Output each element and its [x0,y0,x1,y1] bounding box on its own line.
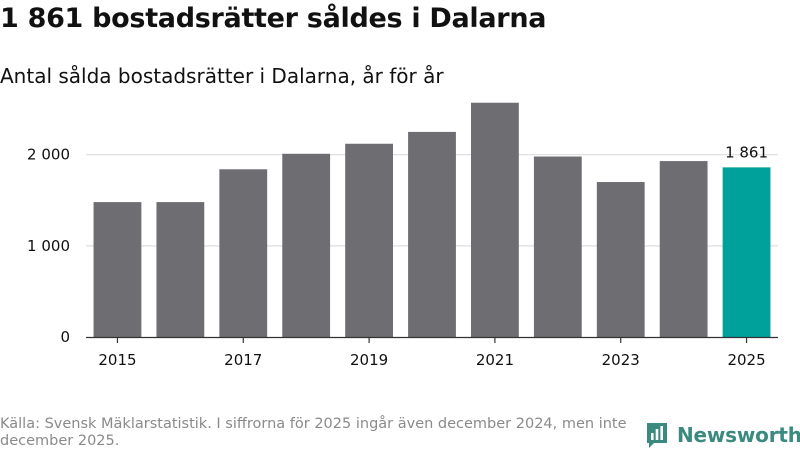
y-tick-label: 0 [60,328,70,346]
bar [722,167,771,337]
bar [471,102,519,337]
bar [408,131,456,337]
x-tick-label: 2025 [727,351,765,369]
bar [93,202,142,337]
bar-chart: 0 1 000 2 000 2015 2017 2019 2021 2023 2025 1 86… [27,102,778,369]
chart-title: 1 861 bostadsrätter såldes i Dalarna [0,3,547,34]
bar [659,161,708,337]
x-tick-label: 2023 [602,351,640,369]
chart-subtitle: Antal sålda bostadsrätter i Dalarna, år … [0,64,444,88]
y-tick-label: 2 000 [27,146,70,164]
x-tick-label: 2021 [476,351,514,369]
y-tick-label: 1 000 [27,237,70,255]
brand-logo[interactable]: Newsworthy [645,420,800,450]
bar [156,202,205,337]
brand-name: Newsworthy [677,423,800,447]
bar [219,169,268,337]
bar [282,153,331,337]
bar-chart-icon [647,423,667,448]
x-tick-label: 2015 [98,351,136,369]
bar [345,143,393,337]
bar [596,182,645,337]
data-label: 1 861 [725,143,768,161]
bar [533,156,582,337]
x-tick-label: 2019 [350,351,388,369]
source-note: Källa: Svensk Mäklarstatistik. I siffror… [0,416,627,449]
x-tick-label: 2017 [224,351,262,369]
